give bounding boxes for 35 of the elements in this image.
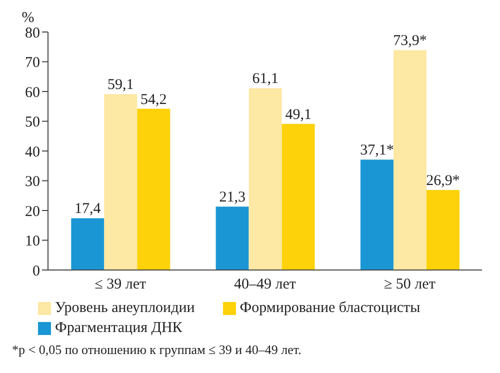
bar <box>360 160 394 270</box>
legend-label: Фрагментация ДНК <box>55 320 182 336</box>
y-tick-label: 70 <box>25 55 40 72</box>
x-tick-label: ≥ 50 лет <box>384 276 436 293</box>
x-tick-label: 40–49 лет <box>234 276 296 293</box>
legend-label: Формирование бластоцисты <box>240 300 420 316</box>
y-tick-label: 10 <box>25 234 40 250</box>
data-label: 21,3 <box>219 190 246 206</box>
y-tick-label: 50 <box>25 114 40 131</box>
text: *p < 0,05 по отношению к группам ≤ 39 и 40–49 лет. <box>12 342 302 358</box>
data-label: 59,1 <box>108 77 134 94</box>
data-label: 37,1* <box>360 142 394 159</box>
data-label: 73,9* <box>393 33 427 50</box>
y-tick-label: 30 <box>25 174 40 190</box>
y-tick-label: 20 <box>25 204 40 220</box>
y-axis-title: % <box>22 10 34 26</box>
bar <box>137 108 170 270</box>
bar <box>282 124 315 270</box>
y-tick-label: 40 <box>25 144 40 160</box>
data-label: 54,2 <box>140 92 167 108</box>
data-label: 49,1 <box>285 106 312 123</box>
y-tick-label: 60 <box>25 84 40 101</box>
bar <box>71 218 104 270</box>
y-tick-label: 0 <box>32 263 40 280</box>
y-tick-label: 80 <box>25 25 40 42</box>
bar <box>104 94 138 270</box>
bar <box>426 190 460 270</box>
legend-label: Уровень анеуплоидии <box>55 300 195 316</box>
data-label: 61,1 <box>252 71 278 88</box>
data-label: 26,9* <box>426 172 460 189</box>
x-tick-label: ≤ 39 лет <box>94 276 146 293</box>
bar <box>393 50 426 270</box>
bar <box>216 206 249 270</box>
data-label: 17,4 <box>74 201 102 218</box>
bar <box>248 88 282 270</box>
